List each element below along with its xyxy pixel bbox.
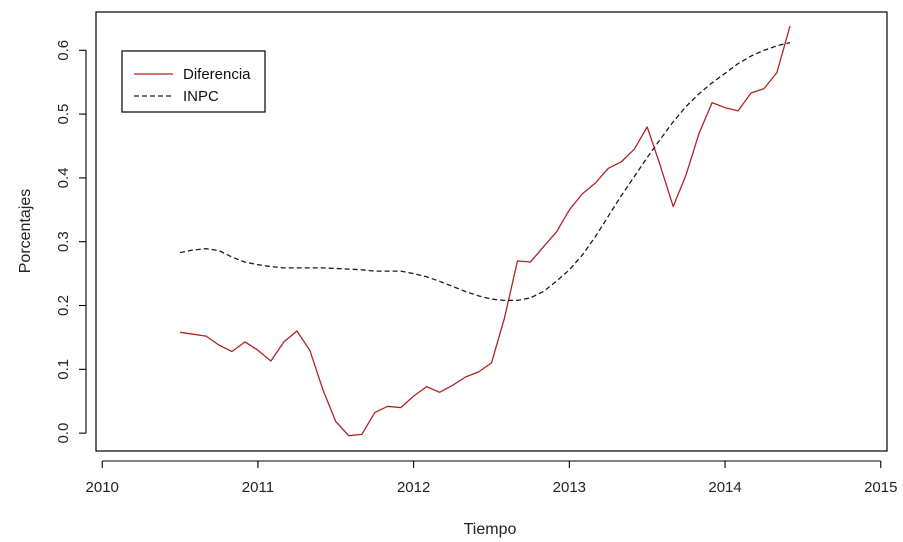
y-tick-label: 0.5	[55, 104, 72, 125]
axes-layer: 2010 2011 2012 2013 2014 2015 0.0 0.1 0.2 0.3 0.4 0…	[55, 11, 897, 496]
legend-label-diferencia: Diferencia	[183, 66, 251, 83]
y-tick-label: 0.2	[55, 295, 72, 316]
x-axis-title: Tiempo	[464, 521, 517, 538]
x-tick-label: 2013	[553, 479, 586, 496]
y-tick-label: 0.4	[55, 167, 72, 188]
legend-box	[121, 50, 266, 113]
y-tick-label: 0.1	[55, 359, 72, 380]
x-tick-label: 2010	[86, 479, 119, 496]
x-tick-label: 2012	[397, 479, 430, 496]
x-tick-label: 2015	[864, 479, 897, 496]
legend-label-inpc: INPC	[183, 88, 219, 105]
series-line-diferencia	[180, 25, 791, 437]
legend: Diferencia INPC	[121, 50, 266, 113]
series-line-inpc	[179, 41, 791, 302]
x-tick-label: 2011	[242, 479, 274, 496]
series-layer	[179, 25, 791, 437]
y-tick-label: 0.0	[55, 423, 72, 444]
x-tick-label: 2014	[708, 479, 741, 496]
y-axis-title: Porcentajes	[17, 189, 34, 274]
y-tick-label: 0.6	[55, 40, 72, 61]
y-tick-label: 0.3	[55, 231, 72, 252]
plot-frame	[95, 11, 888, 452]
